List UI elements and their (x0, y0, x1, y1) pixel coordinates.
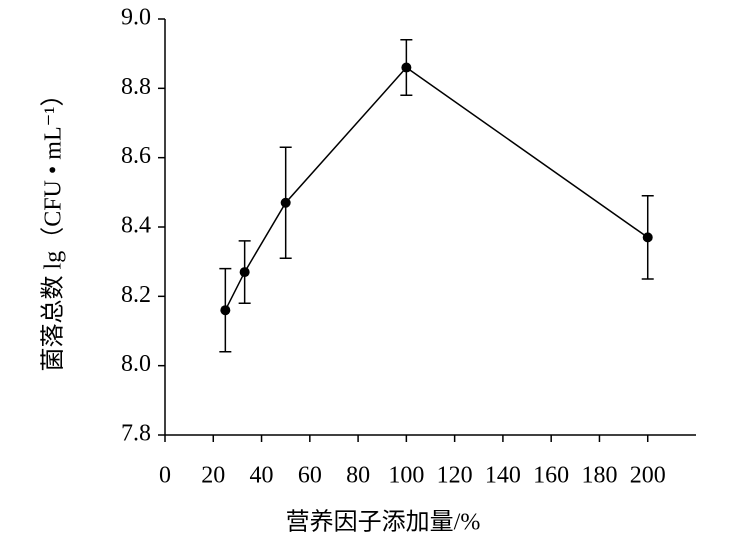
point (401, 62, 412, 73)
x-tick-label: 120 (437, 463, 473, 489)
y-tick-label: 8.8 (121, 74, 151, 100)
x-tick-label: 140 (485, 463, 521, 489)
y-tick-label: 9.0 (121, 5, 151, 31)
y-tick-label: 8.2 (121, 282, 151, 308)
x-tick-label: 0 (159, 463, 171, 489)
point (280, 197, 291, 208)
x-tick-label: 20 (201, 463, 225, 489)
x-tick-label: 200 (630, 463, 666, 489)
x-axis-label: 营养因子添加量/% (286, 509, 481, 536)
point (220, 305, 231, 316)
x-tick-label: 40 (250, 463, 274, 489)
x-tick-label: 180 (581, 463, 617, 489)
point (642, 232, 653, 243)
y-tick-label: 7.8 (121, 421, 151, 447)
series-line (224, 66, 649, 311)
x-tick-label: 100 (388, 463, 424, 489)
y-tick-label: 8.4 (121, 213, 151, 239)
y-tick-label: 8.6 (121, 143, 151, 169)
y-tick-label: 8.0 (121, 351, 151, 377)
x-tick-label: 160 (533, 463, 569, 489)
x-tick-label: 80 (346, 463, 370, 489)
x-tick-label: 60 (298, 463, 322, 489)
y-axis-label: 菌落总数 lg（CFU • mL⁻¹） (40, 83, 67, 372)
point (239, 267, 250, 278)
